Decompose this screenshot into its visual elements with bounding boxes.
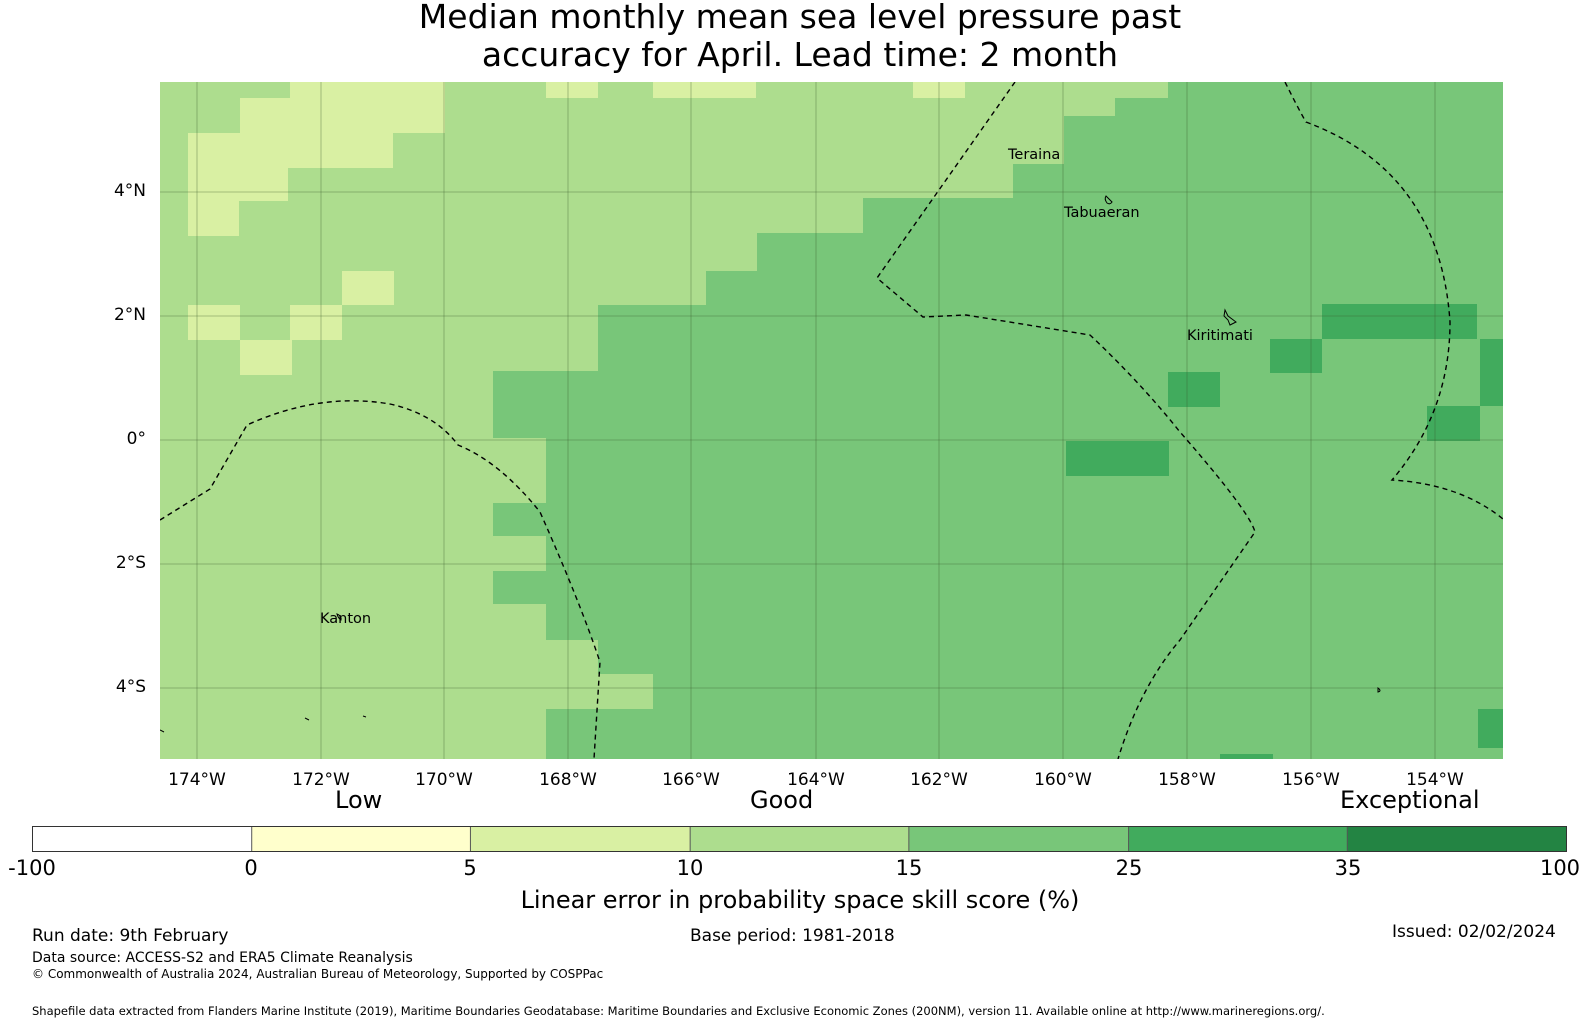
data-source: Data source: ACCESS-S2 and ERA5 Climate … <box>32 950 413 966</box>
lon-label-156w: 156°W <box>1282 770 1340 790</box>
colorbar-tick: -100 <box>8 856 56 880</box>
colorbar-segment <box>690 827 909 851</box>
legend-category-good: Good <box>750 786 814 814</box>
colorbar-tick: 15 <box>895 856 923 880</box>
lon-label-166w: 166°W <box>662 770 720 790</box>
grid-cells-lighter <box>188 82 965 375</box>
lat-label-0: 0° <box>126 429 146 449</box>
colorbar-title: Linear error in probability space skill … <box>520 886 1080 914</box>
issued-date: Issued: 02/02/2024 <box>1392 922 1556 942</box>
lat-label-2n: 2°N <box>113 305 146 325</box>
chart-title: Median monthly mean sea level pressure p… <box>160 0 1440 74</box>
island-outlines <box>160 195 1381 733</box>
colorbar-segment <box>908 827 1129 851</box>
lon-label-162w: 162°W <box>910 770 968 790</box>
lat-label-2s: 2°S <box>115 553 146 573</box>
place-label-kanton: Kanton <box>320 611 371 627</box>
run-date: Run date: 9th February <box>32 926 229 946</box>
place-label-teraina: Teraina <box>1007 147 1060 163</box>
colorbar-tick: 5 <box>463 856 477 880</box>
colorbar <box>32 826 1567 852</box>
lon-label-154w: 154°W <box>1406 770 1464 790</box>
colorbar-tick: 100 <box>1539 856 1581 880</box>
colorbar-segment <box>33 827 252 851</box>
lon-label-160w: 160°W <box>1034 770 1092 790</box>
lon-label-170w: 170°W <box>415 770 473 790</box>
graticule <box>160 82 1503 759</box>
copyright: © Commonwealth of Australia 2024, Austra… <box>32 967 604 981</box>
lat-label-4s: 4°S <box>115 677 146 697</box>
colorbar-segment <box>1347 827 1566 851</box>
lon-label-168w: 168°W <box>539 770 597 790</box>
legend-category-exceptional: Exceptional <box>1340 786 1480 814</box>
base-period: Base period: 1981-2018 <box>690 926 895 946</box>
colorbar-segment <box>470 827 691 851</box>
title-line-2: accuracy for April. Lead time: 2 month <box>481 35 1119 74</box>
lon-label-174w: 174°W <box>168 770 226 790</box>
skill-score-map: Teraina Tabuaeran Kiritimati Kanton <box>160 82 1503 759</box>
grid-cells-good <box>493 82 1503 759</box>
title-line-1: Median monthly mean sea level pressure p… <box>418 0 1182 36</box>
colorbar-tick: 35 <box>1334 856 1362 880</box>
skill-grid <box>160 82 1503 759</box>
lat-label-4n: 4°N <box>113 181 146 201</box>
place-label-tabuaeran: Tabuaeran <box>1063 205 1140 221</box>
eez-boundaries <box>160 82 1503 759</box>
colorbar-tick: 0 <box>244 856 258 880</box>
lon-label-158w: 158°W <box>1158 770 1216 790</box>
colorbar-tick: 25 <box>1115 856 1143 880</box>
shapefile-credit: Shapefile data extracted from Flanders M… <box>32 1004 1325 1018</box>
colorbar-tick: 10 <box>676 856 704 880</box>
grid-cells-very-good <box>1066 304 1503 759</box>
legend-category-low: Low <box>335 786 383 814</box>
lon-label-172w: 172°W <box>292 770 350 790</box>
place-label-kiritimati: Kiritimati <box>1187 328 1253 344</box>
lon-label-164w: 164°W <box>787 770 845 790</box>
colorbar-segment <box>1128 827 1348 851</box>
colorbar-segment <box>251 827 471 851</box>
